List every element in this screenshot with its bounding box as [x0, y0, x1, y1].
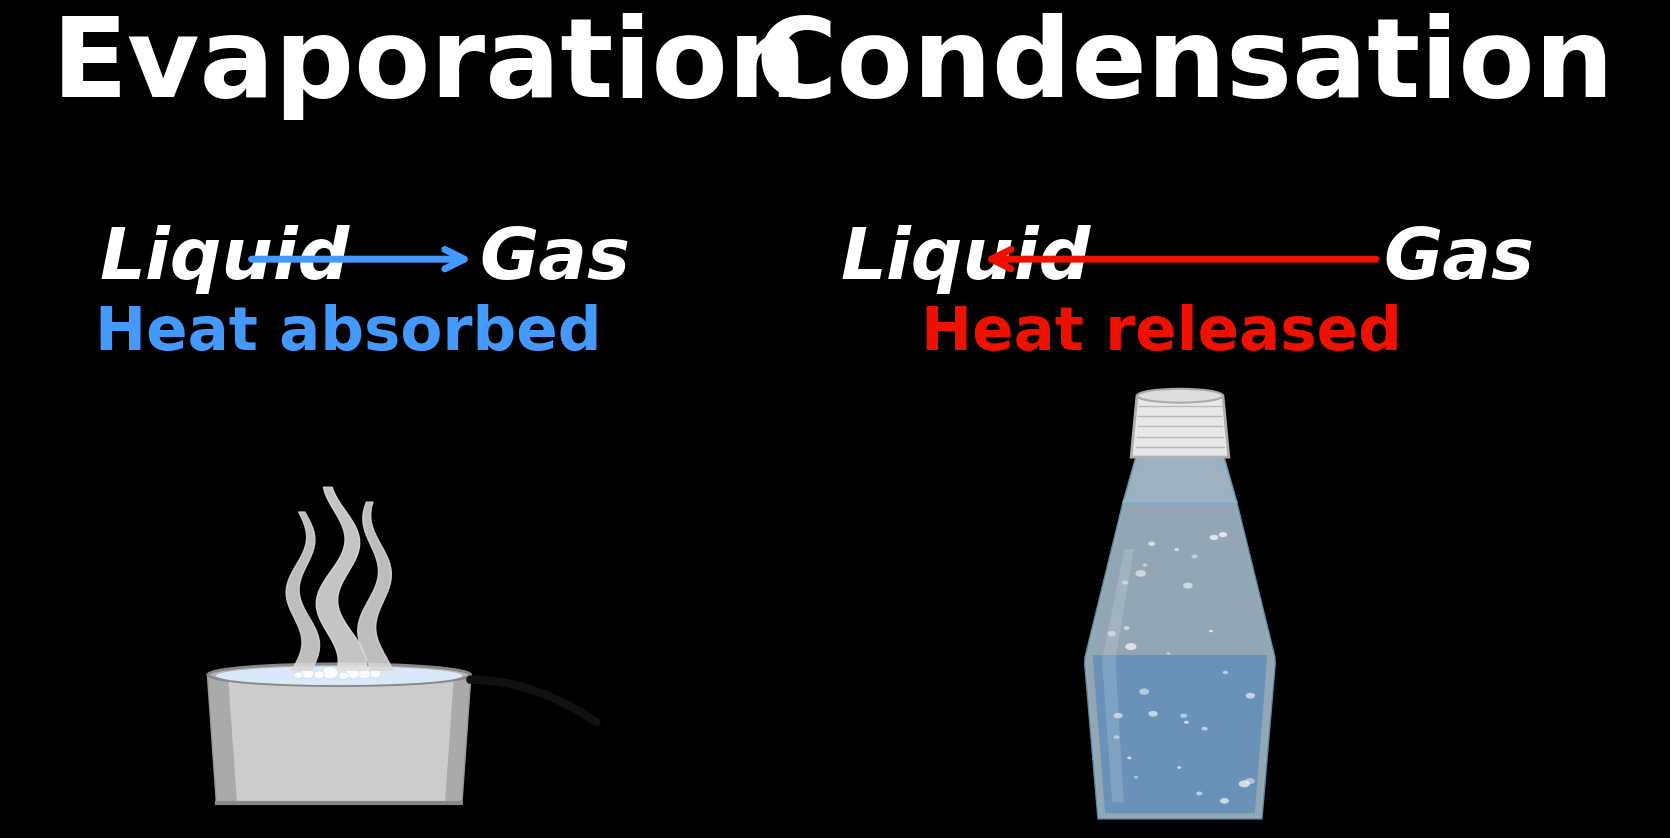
Ellipse shape — [1124, 626, 1129, 630]
Ellipse shape — [1114, 735, 1119, 739]
Text: Heat absorbed: Heat absorbed — [95, 304, 601, 363]
Polygon shape — [1086, 502, 1274, 818]
Ellipse shape — [322, 667, 339, 679]
Ellipse shape — [1222, 670, 1227, 674]
Ellipse shape — [301, 669, 314, 679]
Ellipse shape — [1196, 791, 1202, 795]
Text: Condensation: Condensation — [755, 13, 1613, 120]
Polygon shape — [444, 675, 471, 804]
Ellipse shape — [1174, 548, 1179, 551]
Ellipse shape — [215, 666, 463, 685]
Ellipse shape — [1191, 555, 1197, 558]
Ellipse shape — [369, 670, 381, 678]
Polygon shape — [209, 675, 237, 804]
Text: Liquid: Liquid — [100, 225, 351, 293]
Ellipse shape — [1127, 757, 1132, 759]
Ellipse shape — [1209, 535, 1217, 541]
Ellipse shape — [346, 668, 361, 679]
Ellipse shape — [1136, 570, 1146, 577]
Ellipse shape — [1114, 713, 1122, 718]
Polygon shape — [1092, 655, 1268, 813]
Ellipse shape — [1134, 776, 1139, 779]
Ellipse shape — [1219, 798, 1229, 804]
Polygon shape — [1102, 549, 1134, 802]
Ellipse shape — [1209, 630, 1212, 633]
Ellipse shape — [339, 672, 349, 680]
Polygon shape — [1124, 457, 1236, 502]
Ellipse shape — [1219, 532, 1227, 537]
Ellipse shape — [1246, 693, 1256, 699]
Ellipse shape — [1107, 631, 1116, 636]
Ellipse shape — [1137, 389, 1222, 402]
Ellipse shape — [1166, 652, 1171, 654]
Ellipse shape — [1184, 721, 1189, 724]
Polygon shape — [209, 675, 471, 804]
Ellipse shape — [1139, 689, 1149, 695]
Ellipse shape — [1126, 643, 1136, 650]
Ellipse shape — [1177, 766, 1181, 769]
Text: Liquid: Liquid — [842, 225, 1091, 293]
Text: Gas: Gas — [479, 225, 630, 293]
Ellipse shape — [294, 672, 302, 679]
Ellipse shape — [1142, 563, 1147, 566]
Ellipse shape — [1122, 581, 1129, 585]
Ellipse shape — [1246, 779, 1254, 784]
Ellipse shape — [1239, 780, 1249, 788]
Ellipse shape — [314, 671, 324, 679]
Text: Gas: Gas — [1383, 225, 1535, 293]
Ellipse shape — [1149, 711, 1157, 716]
Ellipse shape — [1201, 727, 1207, 731]
Polygon shape — [1131, 396, 1229, 457]
Ellipse shape — [209, 664, 471, 685]
Ellipse shape — [1181, 713, 1187, 718]
Ellipse shape — [1182, 582, 1192, 588]
Text: Evaporation: Evaporation — [52, 13, 808, 120]
Ellipse shape — [359, 670, 371, 679]
Text: Heat released: Heat released — [922, 304, 1403, 363]
Ellipse shape — [1149, 541, 1156, 546]
